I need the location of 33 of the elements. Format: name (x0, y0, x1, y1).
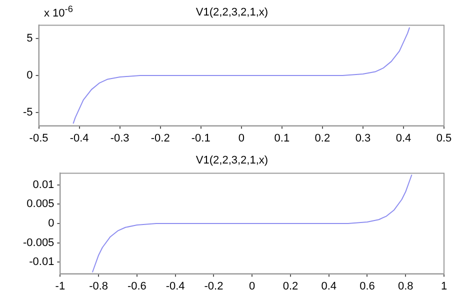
y-tick-label: 0 (48, 218, 54, 230)
x-tick-label: -1 (55, 280, 66, 292)
x-tick-label: 0.4 (321, 280, 337, 292)
y-tick-label: 5 (26, 32, 33, 45)
x-tick-label: -0.2 (150, 132, 170, 144)
x-tick-label: -0.4 (166, 280, 185, 292)
x-tick-label: -0.2 (204, 280, 224, 292)
x-tick-label: 0.8 (398, 280, 414, 292)
x-tick-label: 0.2 (314, 132, 330, 144)
x-tick-label: 0 (249, 280, 256, 292)
x-tick-label: 0.5 (436, 132, 452, 144)
y-tick-label: -0.01 (29, 256, 54, 268)
text: x 10$^{-6}$ (44, 4, 73, 20)
x-tick-label: 0.6 (360, 280, 375, 292)
x-tick-label: -0.6 (127, 280, 146, 292)
x-tick-label: -0.4 (70, 132, 89, 144)
y-tick-label: -5 (23, 106, 33, 119)
x-tick-label: 0.2 (282, 280, 298, 292)
x-tick-label: 1 (440, 280, 448, 292)
x-tick-label: 0 (238, 132, 244, 144)
x-tick-label: -0.5 (29, 132, 48, 144)
x-tick-label: 0.4 (396, 132, 412, 144)
y-tick-label: 0.01 (32, 178, 54, 191)
chart-title: V1(2,2,3,2,1,x) (196, 6, 268, 19)
y-tick-label: -0.005 (22, 236, 54, 249)
x-tick-label: 0.1 (274, 132, 290, 144)
y-tick-label: 0.005 (26, 198, 54, 210)
y-tick-label: 0 (26, 70, 33, 82)
chart-title: V1(2,2,3,2,1,x) (196, 154, 268, 167)
x-tick-label: -0.8 (89, 280, 108, 292)
x-tick-label: 0.3 (355, 132, 371, 144)
x-tick-label: -0.1 (191, 132, 210, 144)
x-tick-label: -0.3 (110, 132, 130, 144)
